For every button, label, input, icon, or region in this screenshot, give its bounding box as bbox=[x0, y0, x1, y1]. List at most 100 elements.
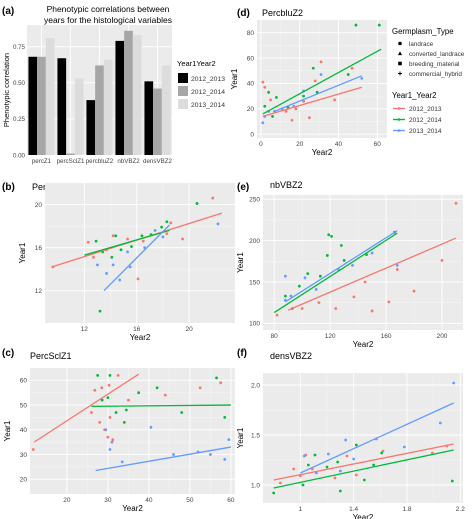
data-point bbox=[163, 393, 167, 397]
data-point bbox=[119, 248, 123, 252]
x-tick-label: 1 bbox=[299, 506, 303, 513]
legend-dot bbox=[397, 107, 401, 110]
chart-title-line-1: Phenotypic correlations between bbox=[47, 4, 170, 14]
regression-line-2013-2014 bbox=[95, 446, 232, 472]
y-tick-label: 20 bbox=[20, 476, 28, 483]
data-point bbox=[450, 479, 454, 483]
bar-2012-2014 bbox=[95, 65, 104, 155]
data-point bbox=[275, 313, 279, 317]
data-point bbox=[111, 263, 115, 267]
data-point bbox=[100, 386, 104, 390]
bar-panel-a: (a) Phenotypic correlations betweenyears … bbox=[2, 4, 225, 165]
x-tick-label: 2.2 bbox=[456, 506, 465, 513]
y-tick-label: 20 bbox=[35, 202, 43, 209]
x-tick-label: 160 bbox=[381, 333, 392, 340]
x-tick-label: 200 bbox=[437, 333, 448, 340]
data-point bbox=[165, 232, 169, 236]
panel-label: (e) bbox=[237, 182, 249, 193]
bar-2013-2014 bbox=[74, 78, 84, 155]
data-point bbox=[380, 451, 384, 455]
data-point bbox=[342, 259, 346, 262]
bar-2013-2014 bbox=[132, 35, 142, 155]
data-point bbox=[333, 476, 337, 480]
data-point bbox=[301, 483, 305, 487]
legend-title: Year1_Year2 bbox=[392, 91, 437, 100]
bar-2013-2014 bbox=[161, 65, 171, 155]
data-point bbox=[325, 254, 329, 257]
data-point bbox=[92, 255, 95, 259]
bar-2012-2014 bbox=[37, 56, 46, 155]
data-point bbox=[111, 234, 115, 238]
data-point bbox=[116, 374, 120, 377]
plot-background bbox=[257, 20, 387, 138]
data-point bbox=[272, 491, 276, 495]
x-tick-label: 1.8 bbox=[402, 506, 411, 513]
data-point bbox=[306, 272, 310, 276]
panel-title: densVBZ2 bbox=[270, 351, 312, 361]
y-tick-label: 20 bbox=[247, 106, 255, 113]
data-point bbox=[263, 85, 267, 89]
data-point bbox=[86, 240, 90, 244]
legend-label: 2012_2014 bbox=[191, 89, 225, 96]
x-tick-label: nbVBZ2 bbox=[117, 158, 140, 165]
data-point bbox=[284, 109, 288, 113]
data-point bbox=[110, 440, 114, 444]
x-tick-label: 30 bbox=[104, 497, 112, 504]
regression-line-2013-2014 bbox=[285, 230, 398, 303]
data-point bbox=[108, 374, 112, 377]
bar-2012-2014 bbox=[153, 88, 162, 155]
data-point bbox=[98, 420, 102, 424]
data-point bbox=[438, 421, 442, 425]
data-point bbox=[313, 79, 317, 83]
regression-line-2013-2014 bbox=[300, 402, 454, 474]
data-point bbox=[93, 388, 97, 392]
data-point bbox=[289, 294, 293, 298]
x-tick-label: 50 bbox=[186, 497, 194, 504]
data-point bbox=[300, 307, 304, 310]
bar-2012-2014 bbox=[66, 153, 75, 155]
panel-label: (a) bbox=[2, 6, 14, 17]
data-point bbox=[153, 228, 157, 232]
data-point bbox=[319, 73, 323, 76]
data-point bbox=[114, 411, 118, 414]
data-point bbox=[136, 277, 140, 281]
data-point bbox=[283, 274, 287, 278]
bar-2012-2013 bbox=[28, 56, 38, 155]
data-point bbox=[333, 98, 337, 102]
legend-dot bbox=[397, 118, 401, 121]
data-point bbox=[363, 280, 367, 284]
x-tick-label: 0 bbox=[259, 141, 263, 148]
x-axis-label: Year2 bbox=[122, 504, 143, 513]
x-axis-label: Year2 bbox=[130, 333, 151, 342]
data-point bbox=[318, 274, 322, 278]
data-point bbox=[149, 425, 153, 429]
data-point bbox=[452, 381, 456, 385]
data-point bbox=[271, 115, 274, 118]
legend-label: 2013_2014 bbox=[191, 102, 225, 109]
scatter-panel-f: (f) densVBZ2 1 1.4 1.8 2.2 1.0 1.5 2.0 Year2 Year1 bbox=[236, 348, 465, 519]
x-tick-label: 16 bbox=[133, 326, 141, 333]
data-point bbox=[98, 309, 102, 313]
data-point bbox=[395, 263, 399, 267]
data-point bbox=[107, 383, 111, 387]
data-point bbox=[120, 460, 124, 464]
data-point bbox=[362, 478, 366, 482]
bar-2012-2013 bbox=[115, 40, 125, 156]
scatter-panel-b: (b)PercZ1121620121620Year2Year1 bbox=[2, 182, 235, 342]
x-tick-label: 20 bbox=[296, 141, 304, 148]
data-point bbox=[111, 438, 115, 442]
x-tick-label: 120 bbox=[325, 333, 336, 340]
y-axis-label: Year1 bbox=[230, 68, 239, 89]
plot-background bbox=[30, 368, 235, 494]
data-point bbox=[360, 76, 364, 80]
y-tick-label: 60 bbox=[247, 55, 255, 62]
regression-line-2013-2014 bbox=[274, 75, 363, 112]
y-tick-label: 50 bbox=[20, 402, 28, 409]
data-point bbox=[216, 222, 220, 226]
data-point bbox=[106, 435, 110, 439]
data-point bbox=[317, 301, 321, 305]
data-point bbox=[96, 374, 100, 377]
data-point bbox=[454, 201, 458, 205]
data-point bbox=[198, 386, 202, 390]
data-point bbox=[351, 263, 354, 267]
